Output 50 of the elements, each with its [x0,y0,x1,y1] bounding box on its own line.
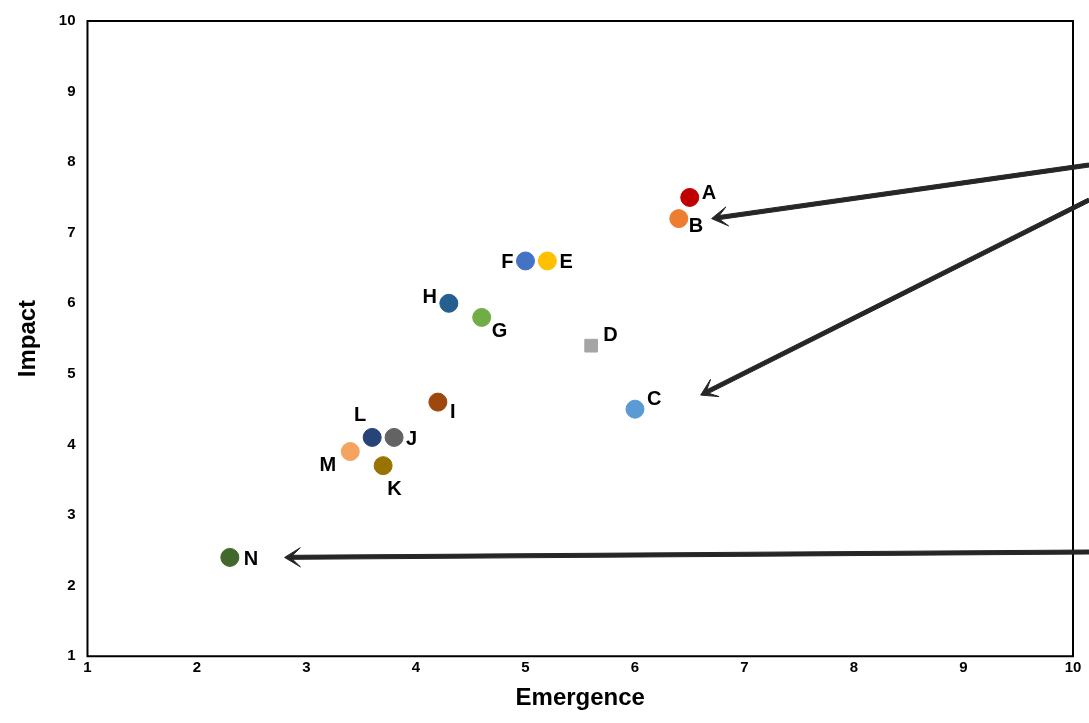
x-tick-label: 4 [411,658,421,676]
y-tick-label: 5 [67,364,76,382]
series-label: J [406,426,418,449]
x-axis-title: Emergence [515,683,645,711]
series-label: G [491,318,508,341]
point [669,209,689,229]
x-tick-label: 2 [192,658,202,676]
series-label: K [387,477,403,500]
point [384,427,404,447]
point [362,427,382,447]
y-axis-title: Impact [13,299,41,378]
x-tick-label: 9 [959,658,968,676]
series-label: E [559,250,573,273]
x-tick-label: 8 [849,658,859,676]
y-tick-label: 6 [67,293,76,311]
series-label: L [353,402,367,425]
series-label: D [603,323,618,346]
series-label: N [243,546,259,569]
point [439,293,459,313]
y-tick-label: 9 [67,81,76,99]
y-tick-label: 7 [67,222,76,240]
point [340,442,360,462]
point [515,251,535,271]
y-tick-label: 10 [58,11,76,29]
point [680,187,700,207]
point [220,547,240,567]
point [373,456,393,476]
x-tick-label: 10 [1064,658,1082,676]
point [625,399,645,419]
series-label: M [319,453,337,476]
point [428,392,448,412]
y-tick-label: 3 [67,505,76,523]
series-label: I [449,399,456,422]
point [472,307,492,327]
y-tick-label: 4 [67,434,77,452]
y-tick-label: 2 [67,575,76,593]
x-tick-label: 7 [740,658,749,676]
series-label: B [688,214,704,237]
x-tick-label: 1 [83,658,92,676]
x-tick-label: 6 [630,658,640,676]
series-label: F [501,250,514,273]
y-tick-label: 8 [67,152,76,170]
series-label: H [422,284,437,307]
series-label: C [646,386,662,409]
y-tick-label: 1 [67,646,76,664]
x-tick-label: 3 [302,658,311,676]
point [537,251,557,271]
series-label: A [701,180,717,203]
x-tick-label: 5 [521,658,530,676]
point [584,338,599,353]
